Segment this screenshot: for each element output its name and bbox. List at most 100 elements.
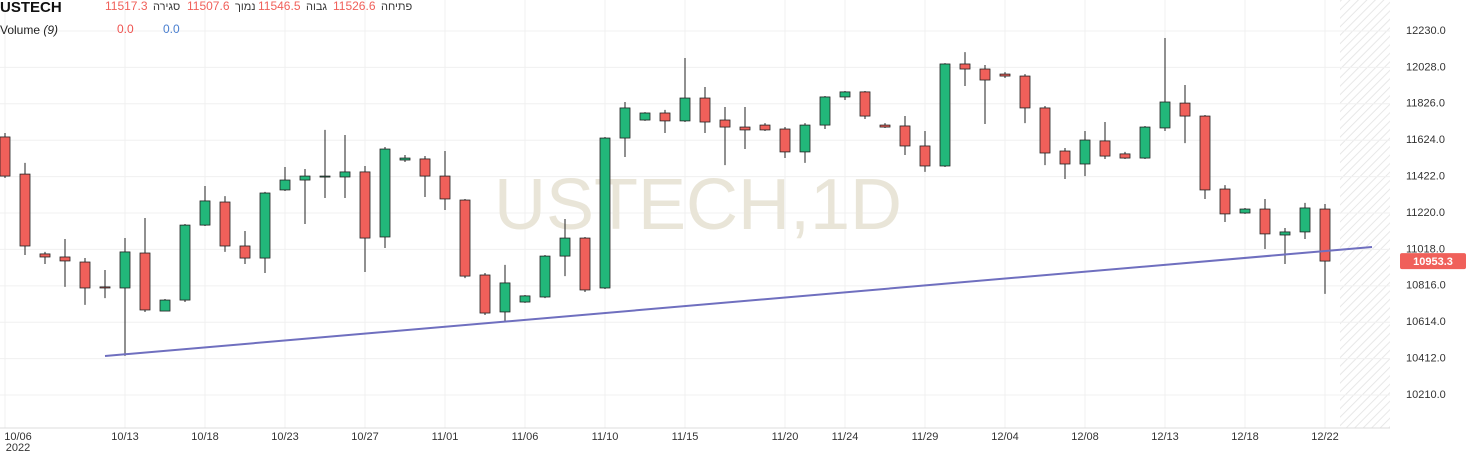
candle-body <box>919 145 931 167</box>
candle-body <box>1319 208 1331 262</box>
candle-body <box>339 171 351 178</box>
y-tick-label: 10412.0 <box>1406 353 1446 365</box>
candle-body <box>599 137 611 289</box>
candle-body <box>859 91 871 117</box>
last-price-label: 10953.3 <box>1413 256 1453 268</box>
candle-body <box>1139 126 1151 159</box>
x-tick-label: 12/18 <box>1231 431 1259 443</box>
x-tick-label: 10/13 <box>111 431 139 443</box>
x-tick-label: 11/20 <box>772 431 799 443</box>
candle-body <box>619 107 631 139</box>
y-tick-label: 11220.0 <box>1406 207 1445 219</box>
volume-value: 0.0 <box>163 22 180 36</box>
candle-body <box>319 175 331 178</box>
candle-body <box>399 157 411 161</box>
candle-body <box>259 192 271 259</box>
x-tick-label: 12/04 <box>991 431 1019 443</box>
candle-body <box>999 73 1011 77</box>
candle-body <box>0 136 11 177</box>
candle-body <box>1179 102 1191 117</box>
candle-body <box>119 251 131 289</box>
candle-body <box>1279 231 1291 236</box>
ohlc-value: 11546.5 <box>258 0 301 13</box>
x-tick-label: 10/23 <box>271 431 299 443</box>
candle-body <box>159 299 171 312</box>
ohlc-label: נמוך <box>235 1 256 13</box>
candle-body <box>359 171 371 239</box>
candle-body <box>879 124 891 128</box>
candle-body <box>219 201 231 247</box>
candle-body <box>759 124 771 131</box>
candle-body <box>419 158 431 177</box>
year-label: 2022 <box>6 442 30 454</box>
candle-body <box>1019 75 1031 109</box>
candle-body <box>539 255 551 298</box>
candle-body <box>1159 101 1171 129</box>
candle-body <box>839 91 851 98</box>
candle-body <box>1119 153 1131 159</box>
candle-body <box>899 125 911 147</box>
candle-body <box>739 126 751 131</box>
future-area <box>1340 0 1390 428</box>
y-tick-label: 11422.0 <box>1406 171 1445 183</box>
candle-body <box>559 237 571 257</box>
x-tick-label: 11/10 <box>592 431 619 443</box>
candle-body <box>939 63 951 167</box>
candle-body <box>1079 139 1091 165</box>
candle-body <box>79 261 91 289</box>
last-price-box <box>1400 253 1466 270</box>
x-tick-label: 10/27 <box>351 431 379 443</box>
volume-label: Volume (9) <box>0 23 58 37</box>
candle-body <box>239 245 251 259</box>
candle-body <box>1239 208 1251 214</box>
x-tick-label: 11/29 <box>912 431 939 443</box>
candle-body <box>1219 188 1231 215</box>
candle-body <box>139 252 151 311</box>
x-tick-label: 12/22 <box>1311 431 1339 443</box>
x-tick-label: 12/13 <box>1151 431 1179 443</box>
x-tick-label: 11/01 <box>432 431 459 443</box>
candle-body <box>639 112 651 121</box>
x-tick-label: 10/18 <box>191 431 219 443</box>
axis-labels: 12230.0 12028.0 11826.0 11624.0 11422.0 11220… <box>4 25 1466 454</box>
y-tick-label: 12230.0 <box>1406 25 1446 37</box>
candle-body <box>499 282 511 313</box>
candle-body <box>439 175 451 200</box>
y-tick-label: 11624.0 <box>1406 134 1445 146</box>
watermark: USTECH,1D <box>494 165 902 245</box>
x-tick-label: 10/06 <box>4 431 32 443</box>
candle-body <box>679 97 691 122</box>
candle-body <box>1039 107 1051 154</box>
candle-body <box>779 128 791 153</box>
candle-body <box>1299 207 1311 233</box>
candles <box>0 38 1331 356</box>
candle-body <box>659 112 671 122</box>
candle-body <box>799 124 811 153</box>
ohlc-value: 11526.6 <box>333 0 376 13</box>
x-tick-label: 11/24 <box>832 431 859 443</box>
ohlc-label: פתיחה <box>381 1 413 13</box>
ohlc-label: גבוה <box>306 1 328 13</box>
y-tick-label: 11826.0 <box>1406 98 1445 110</box>
candle-body <box>299 175 311 181</box>
volume-period: (9) <box>43 23 59 37</box>
candle-body <box>459 199 471 277</box>
candle-body <box>19 173 31 247</box>
volume-value: 0.0 <box>117 22 134 36</box>
trend-line <box>104 246 1373 357</box>
candle-body <box>1199 115 1211 191</box>
y-tick-label: 11018.0 <box>1406 243 1445 255</box>
candle-body <box>1059 150 1071 165</box>
y-tick-label: 10614.0 <box>1406 316 1446 328</box>
candle-body <box>579 237 591 291</box>
candle-body <box>699 97 711 123</box>
symbol: USTECH <box>0 0 62 16</box>
x-tick-label: 11/06 <box>512 431 539 443</box>
candle-body <box>1259 208 1271 235</box>
candle-body <box>59 256 71 262</box>
candle-body <box>199 200 211 226</box>
candle-body <box>279 179 291 191</box>
candle-body <box>99 286 111 289</box>
